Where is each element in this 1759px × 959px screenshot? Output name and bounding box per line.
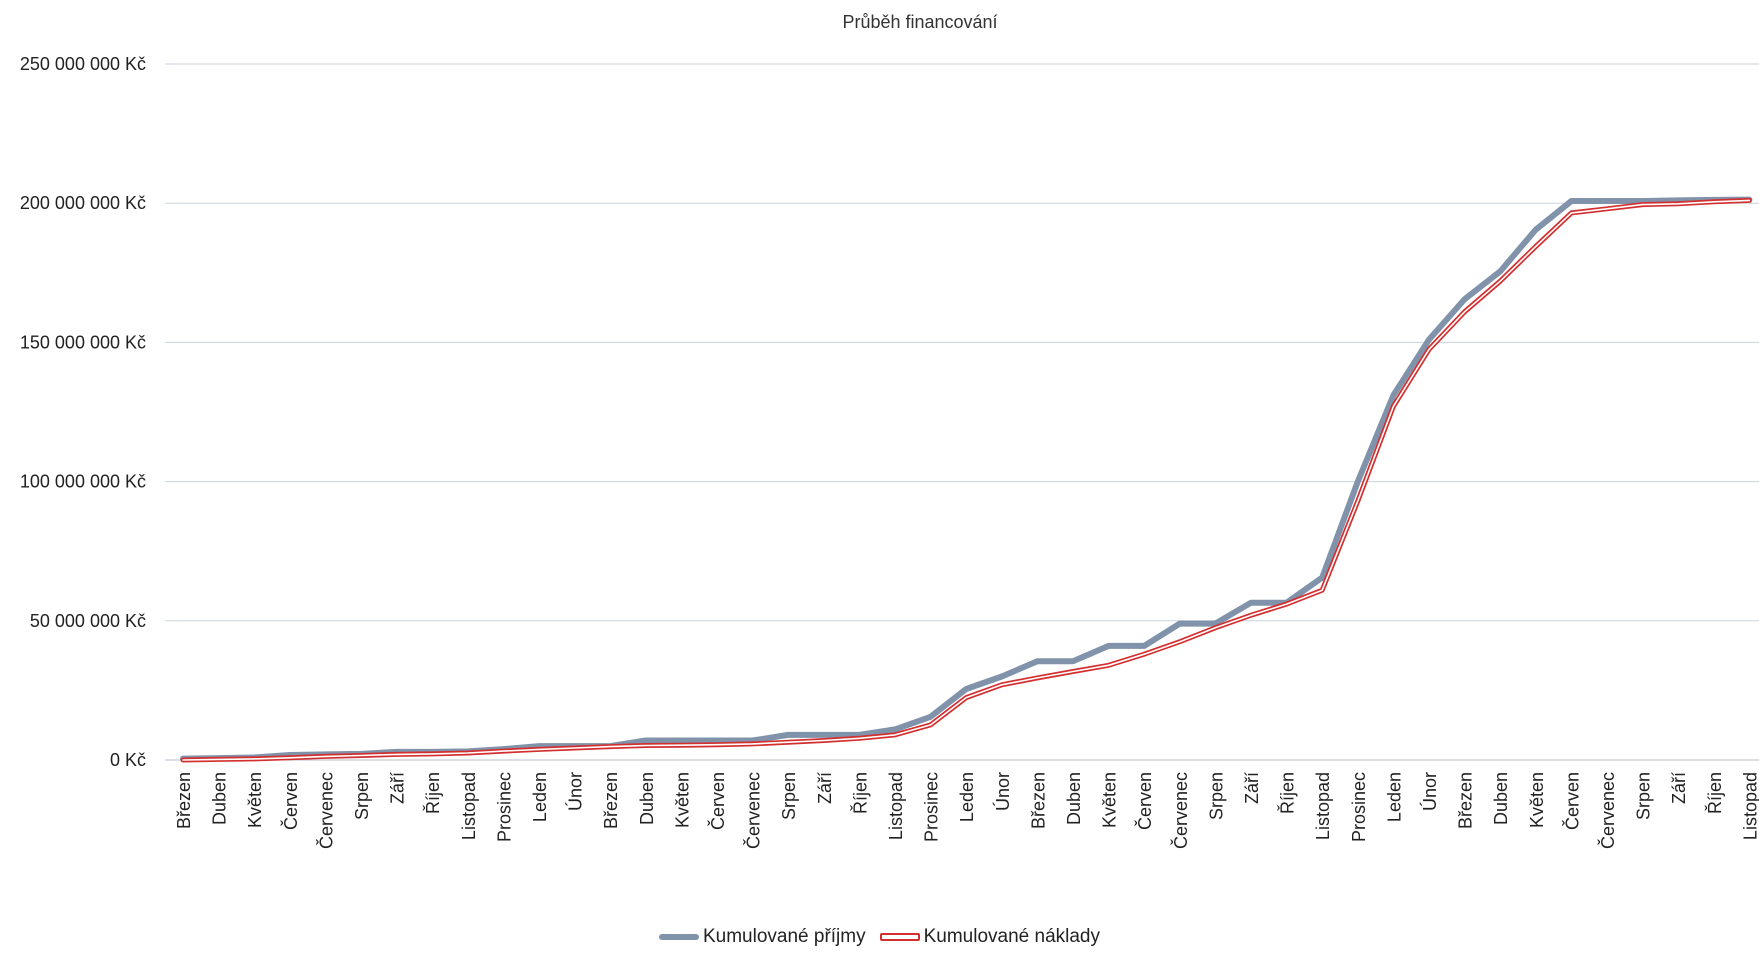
legend-swatch-income [658, 934, 699, 940]
x-tick-label: Prosinec [1349, 772, 1369, 842]
legend-item-costs: Kumulované náklady [879, 926, 1100, 948]
x-tick-label: Leden [530, 772, 550, 822]
x-tick-label: Říjen [423, 772, 443, 814]
x-tick-label: Červenec [315, 772, 336, 849]
x-axis-tick-labels: Březen Duben Květen Červen Červenec Srpen Září… [174, 772, 1759, 849]
x-tick-label: Duben [637, 772, 657, 825]
x-tick-label: Červenec [1597, 772, 1618, 849]
x-tick-label: Srpen [1206, 772, 1226, 820]
x-tick-label: Listopad [459, 772, 479, 840]
x-tick-label: Červen [707, 772, 728, 830]
chart-title: Průběh financování [842, 12, 997, 32]
series-line-costs-outer [180, 197, 1752, 763]
series-lines [180, 196, 1753, 763]
x-tick-label: Duben [210, 772, 230, 825]
x-tick-label: Březen [174, 772, 194, 829]
legend-label-income: Kumulované příjmy [702, 926, 866, 947]
x-tick-label: Březen [1028, 772, 1048, 829]
x-tick-label: Listopad [1740, 772, 1759, 840]
y-tick-label: 200 000 000 Kč [20, 193, 146, 213]
x-tick-label: Srpen [352, 772, 372, 820]
x-tick-label: Prosinec [922, 772, 942, 842]
x-tick-label: Listopad [1313, 772, 1333, 840]
series-line-income [180, 196, 1753, 762]
y-tick-label: 50 000 000 Kč [30, 611, 146, 631]
x-tick-label: Květen [672, 772, 692, 828]
y-tick-label: 250 000 000 Kč [20, 54, 146, 74]
y-tick-label: 0 Kč [110, 750, 146, 770]
series-line-costs-inner [182, 199, 1751, 761]
x-tick-label: Květen [245, 772, 265, 828]
y-axis-tick-labels: 0 Kč 50 000 000 Kč 100 000 000 Kč 150 000 0… [20, 54, 146, 770]
x-tick-label: Říjen [1278, 772, 1298, 814]
legend-swatch-costs [879, 933, 920, 941]
legend-label-costs: Kumulované náklady [923, 926, 1100, 947]
legend: Kumulované příjmy Kumulované náklady [0, 926, 1759, 948]
x-tick-label: Únor [992, 772, 1013, 811]
x-tick-label: Leden [957, 772, 977, 822]
x-tick-label: Červenec [743, 772, 764, 849]
x-tick-label: Duben [1491, 772, 1511, 825]
x-tick-label: Červen [1561, 772, 1582, 830]
gridlines [165, 63, 1759, 761]
x-tick-label: Leden [1384, 772, 1404, 822]
x-tick-label: Únor [565, 772, 586, 811]
x-tick-label: Březen [1456, 772, 1476, 829]
x-tick-label: Listopad [886, 772, 906, 840]
x-tick-label: Březen [601, 772, 621, 829]
x-tick-label: Červen [1134, 772, 1155, 830]
x-tick-label: Září [1669, 772, 1689, 804]
x-tick-label: Prosinec [494, 772, 514, 842]
x-tick-label: Říjen [850, 772, 870, 814]
y-tick-label: 150 000 000 Kč [20, 332, 146, 352]
x-tick-label: Červenec [1170, 772, 1191, 849]
x-tick-label: Květen [1100, 772, 1120, 828]
x-tick-label: Červen [280, 772, 301, 830]
x-tick-label: Září [1242, 772, 1262, 804]
x-tick-label: Srpen [1634, 772, 1654, 820]
y-tick-label: 100 000 000 Kč [20, 472, 146, 492]
x-tick-label: Říjen [1705, 772, 1725, 814]
x-tick-label: Září [388, 772, 408, 804]
legend-item-income: Kumulované příjmy [658, 926, 866, 948]
x-tick-label: Září [815, 772, 835, 804]
x-tick-label: Květen [1527, 772, 1547, 828]
x-tick-label: Srpen [779, 772, 799, 820]
x-tick-label: Duben [1064, 772, 1084, 825]
x-tick-label: Únor [1419, 772, 1440, 811]
